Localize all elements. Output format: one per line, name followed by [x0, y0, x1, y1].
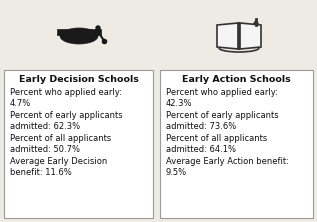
- Polygon shape: [217, 23, 238, 49]
- FancyBboxPatch shape: [4, 70, 153, 218]
- Text: Percent who applied early:
4.7%: Percent who applied early: 4.7%: [10, 88, 122, 109]
- Text: Percent of early applicants
admitted: 73.6%: Percent of early applicants admitted: 73…: [166, 111, 279, 131]
- Text: Percent of all applicants
admitted: 50.7%: Percent of all applicants admitted: 50.7…: [10, 134, 111, 155]
- Circle shape: [96, 26, 100, 30]
- Text: Percent of early applicants
admitted: 62.3%: Percent of early applicants admitted: 62…: [10, 111, 123, 131]
- Polygon shape: [57, 29, 101, 35]
- Ellipse shape: [60, 28, 98, 44]
- Text: Average Early Action benefit:
9.5%: Average Early Action benefit: 9.5%: [166, 157, 289, 177]
- Text: Average Early Decision
benefit: 11.6%: Average Early Decision benefit: 11.6%: [10, 157, 107, 177]
- FancyBboxPatch shape: [160, 70, 313, 218]
- Text: Percent of all applicants
admitted: 64.1%: Percent of all applicants admitted: 64.1…: [166, 134, 267, 155]
- Text: Early Decision Schools: Early Decision Schools: [19, 75, 139, 84]
- Text: Percent who applied early:
42.3%: Percent who applied early: 42.3%: [166, 88, 278, 109]
- Polygon shape: [240, 23, 261, 49]
- Text: Early Action Schools: Early Action Schools: [182, 75, 291, 84]
